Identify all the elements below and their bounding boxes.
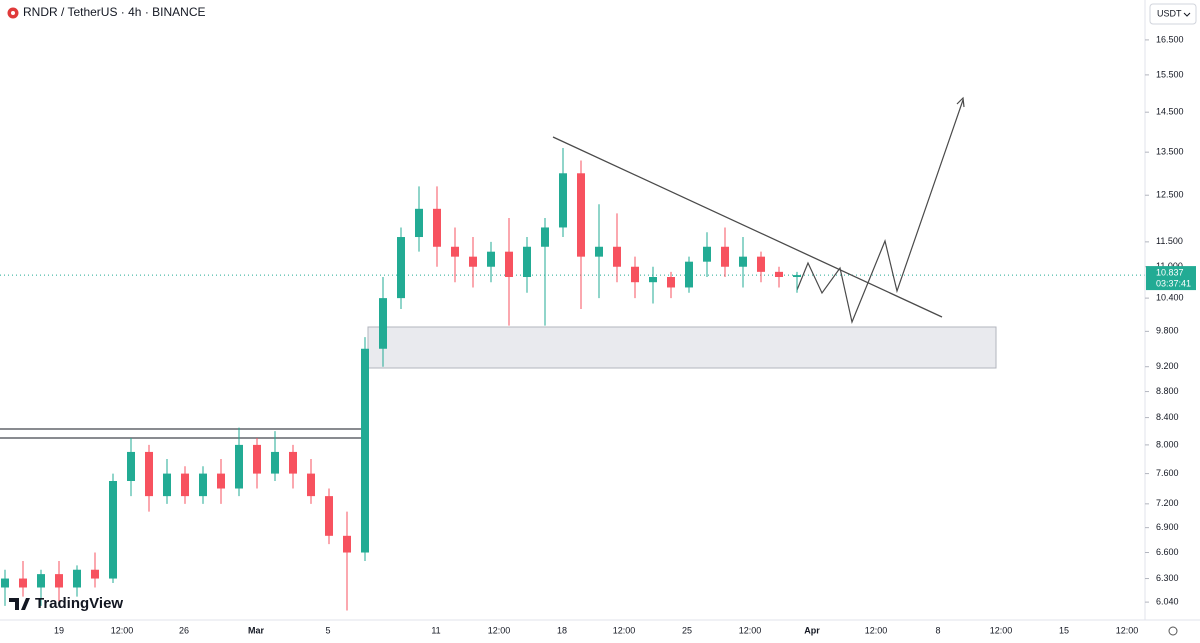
y-tick-label: 7.600	[1156, 468, 1179, 478]
candle-body	[649, 277, 657, 283]
y-tick-label: 6.600	[1156, 547, 1179, 557]
y-tick-label: 8.800	[1156, 386, 1179, 396]
y-tick-label: 6.300	[1156, 573, 1179, 583]
candle-body	[271, 451, 279, 474]
x-tick-label: Apr	[804, 625, 820, 635]
y-tick-label: 9.800	[1156, 326, 1179, 336]
x-tick-label: 8	[935, 625, 940, 635]
candle-body	[793, 275, 801, 278]
x-tick-label: 26	[179, 625, 189, 635]
candle-body	[631, 266, 639, 283]
candle-body	[55, 574, 63, 588]
candle-body	[613, 246, 621, 267]
candle-body	[523, 246, 531, 278]
x-tick-label: 12:00	[865, 625, 888, 635]
x-tick-label: 25	[682, 625, 692, 635]
candle-body	[451, 246, 459, 257]
x-tick-label: 18	[557, 625, 567, 635]
symbol-icon	[11, 11, 15, 15]
settings-icon[interactable]	[1168, 626, 1178, 636]
y-tick-label: 6.900	[1156, 522, 1179, 532]
x-tick-label: 19	[54, 625, 64, 635]
candles	[1, 148, 801, 611]
y-tick-label: 8.400	[1156, 412, 1179, 422]
y-tick-label: 6.040	[1156, 596, 1179, 606]
x-tick-label: Mar	[248, 625, 265, 635]
candle-body	[37, 574, 45, 588]
y-tick-label: 14.500	[1156, 107, 1184, 117]
y-tick-label: 10.400	[1156, 292, 1184, 302]
x-tick-label: 12:00	[613, 625, 636, 635]
y-tick-label: 9.200	[1156, 361, 1179, 371]
candle-body	[505, 251, 513, 278]
candle-body	[181, 473, 189, 497]
y-tick-label: 12.500	[1156, 190, 1184, 200]
x-tick-label: 12:00	[488, 625, 511, 635]
candle-body	[217, 473, 225, 489]
candle-body	[541, 227, 549, 247]
candle-body	[667, 277, 675, 288]
candle-body	[775, 271, 783, 278]
candle-body	[127, 451, 135, 482]
dropdown-icon	[1183, 12, 1191, 17]
candle-body	[325, 496, 333, 536]
candle-body	[1, 578, 9, 588]
candle-body	[487, 251, 495, 267]
x-tick-label: 11	[431, 625, 440, 635]
candle-body	[163, 473, 171, 497]
candle-body	[361, 348, 369, 553]
support-zone	[367, 326, 997, 369]
trend-line	[552, 136, 943, 318]
y-tick-label: 15.500	[1156, 69, 1184, 79]
last-price-label: 10.837	[1156, 267, 1184, 277]
y-tick-label: 11.500	[1156, 236, 1183, 246]
candle-body	[703, 246, 711, 262]
candle-body	[109, 481, 117, 579]
candle-body	[469, 256, 477, 267]
candle-body	[721, 246, 729, 267]
candle-body	[199, 473, 207, 497]
candle-body	[685, 261, 693, 288]
candle-body	[415, 208, 423, 238]
x-tick-label: 5	[325, 625, 330, 635]
y-tick-label: 13.500	[1156, 147, 1184, 157]
candle-body	[73, 569, 81, 588]
currency-label: USDT	[1157, 8, 1182, 18]
candle-body	[433, 208, 441, 247]
candle-body	[739, 256, 747, 267]
candle-body	[91, 569, 99, 579]
y-tick-label: 16.500	[1156, 34, 1184, 44]
chart-title: RNDR / TetherUS · 4h · BINANCE	[23, 5, 206, 19]
x-tick-label: 12:00	[1116, 625, 1139, 635]
candle-body	[595, 246, 603, 257]
brand-name: TradingView	[35, 595, 123, 612]
y-tick-label: 8.000	[1156, 439, 1179, 449]
candle-body	[235, 444, 243, 489]
countdown-label: 03:37:41	[1156, 278, 1191, 288]
last-price-box	[1146, 266, 1196, 291]
y-tick-label: 7.200	[1156, 498, 1179, 508]
candle-body	[559, 173, 567, 228]
brand-logo	[9, 598, 30, 610]
candle-body	[253, 444, 261, 474]
candle-body	[343, 535, 351, 553]
x-tick-label: 12:00	[739, 625, 762, 635]
candle-body	[757, 256, 765, 272]
time-axis: 19 12:00 26 Mar 5 11 12:00 18 12:00 25 12:00 Apr 12:…	[54, 625, 1138, 635]
candle-body	[379, 298, 387, 349]
candle-body	[307, 473, 315, 497]
x-tick-label: 12:00	[111, 625, 134, 635]
candle-body	[397, 237, 405, 299]
x-tick-label: 15	[1059, 625, 1069, 635]
candle-body	[577, 173, 585, 257]
projection-path	[796, 99, 964, 325]
currency-select[interactable]	[1149, 3, 1197, 25]
candle-body	[145, 451, 153, 497]
arrow-head	[956, 96, 965, 108]
candle-body	[19, 578, 27, 588]
candle-body	[289, 451, 297, 474]
x-tick-label: 12:00	[990, 625, 1013, 635]
